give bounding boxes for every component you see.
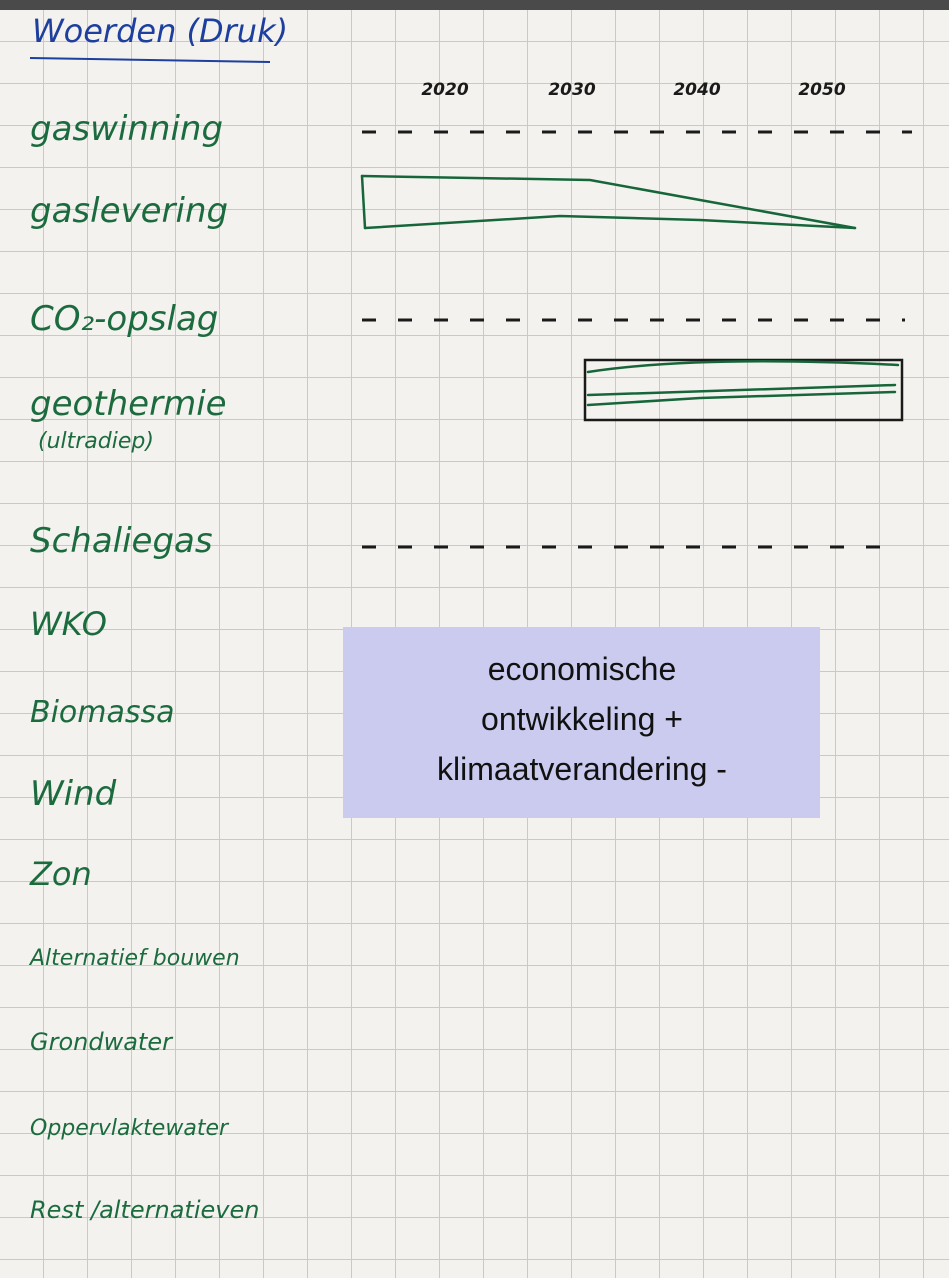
row-label: geothermie (30, 384, 227, 424)
row-label: Alternatief bouwen (28, 946, 240, 971)
year-label: 2040 (673, 80, 720, 100)
row-label: Biomassa (30, 695, 175, 730)
row-label: Oppervlaktewater (30, 1116, 230, 1141)
overlay-text: klimaatverandering - (437, 751, 727, 787)
geothermie-band (585, 360, 902, 420)
row-label: gaswinning (30, 109, 223, 149)
row-label: WKO (30, 605, 107, 643)
row-label: gaslevering (30, 191, 228, 231)
row-label: Zon (29, 855, 92, 893)
row-label: Rest /alternatieven (30, 1196, 259, 1224)
year-label: 2020 (421, 80, 468, 100)
year-label: 2030 (548, 80, 595, 100)
year-label: 2050 (798, 80, 845, 100)
top-bar (0, 0, 949, 10)
row-label: Schaliegas (30, 521, 213, 561)
row-label: CO₂-opslag (30, 299, 218, 339)
title: Woerden (Druk) (32, 12, 288, 50)
sketch: Woerden (Druk) 2020 2030 2040 2050 gaswinnin… (0, 0, 949, 1278)
title-underline (30, 58, 270, 62)
row-note: (ultradiep) (38, 429, 154, 454)
row-label: Grondwater (30, 1028, 174, 1056)
row-label: Wind (30, 774, 117, 814)
overlay-text: economische (488, 651, 677, 687)
gaslevering-band (362, 176, 855, 228)
overlay-text: ontwikkeling + (481, 701, 683, 737)
